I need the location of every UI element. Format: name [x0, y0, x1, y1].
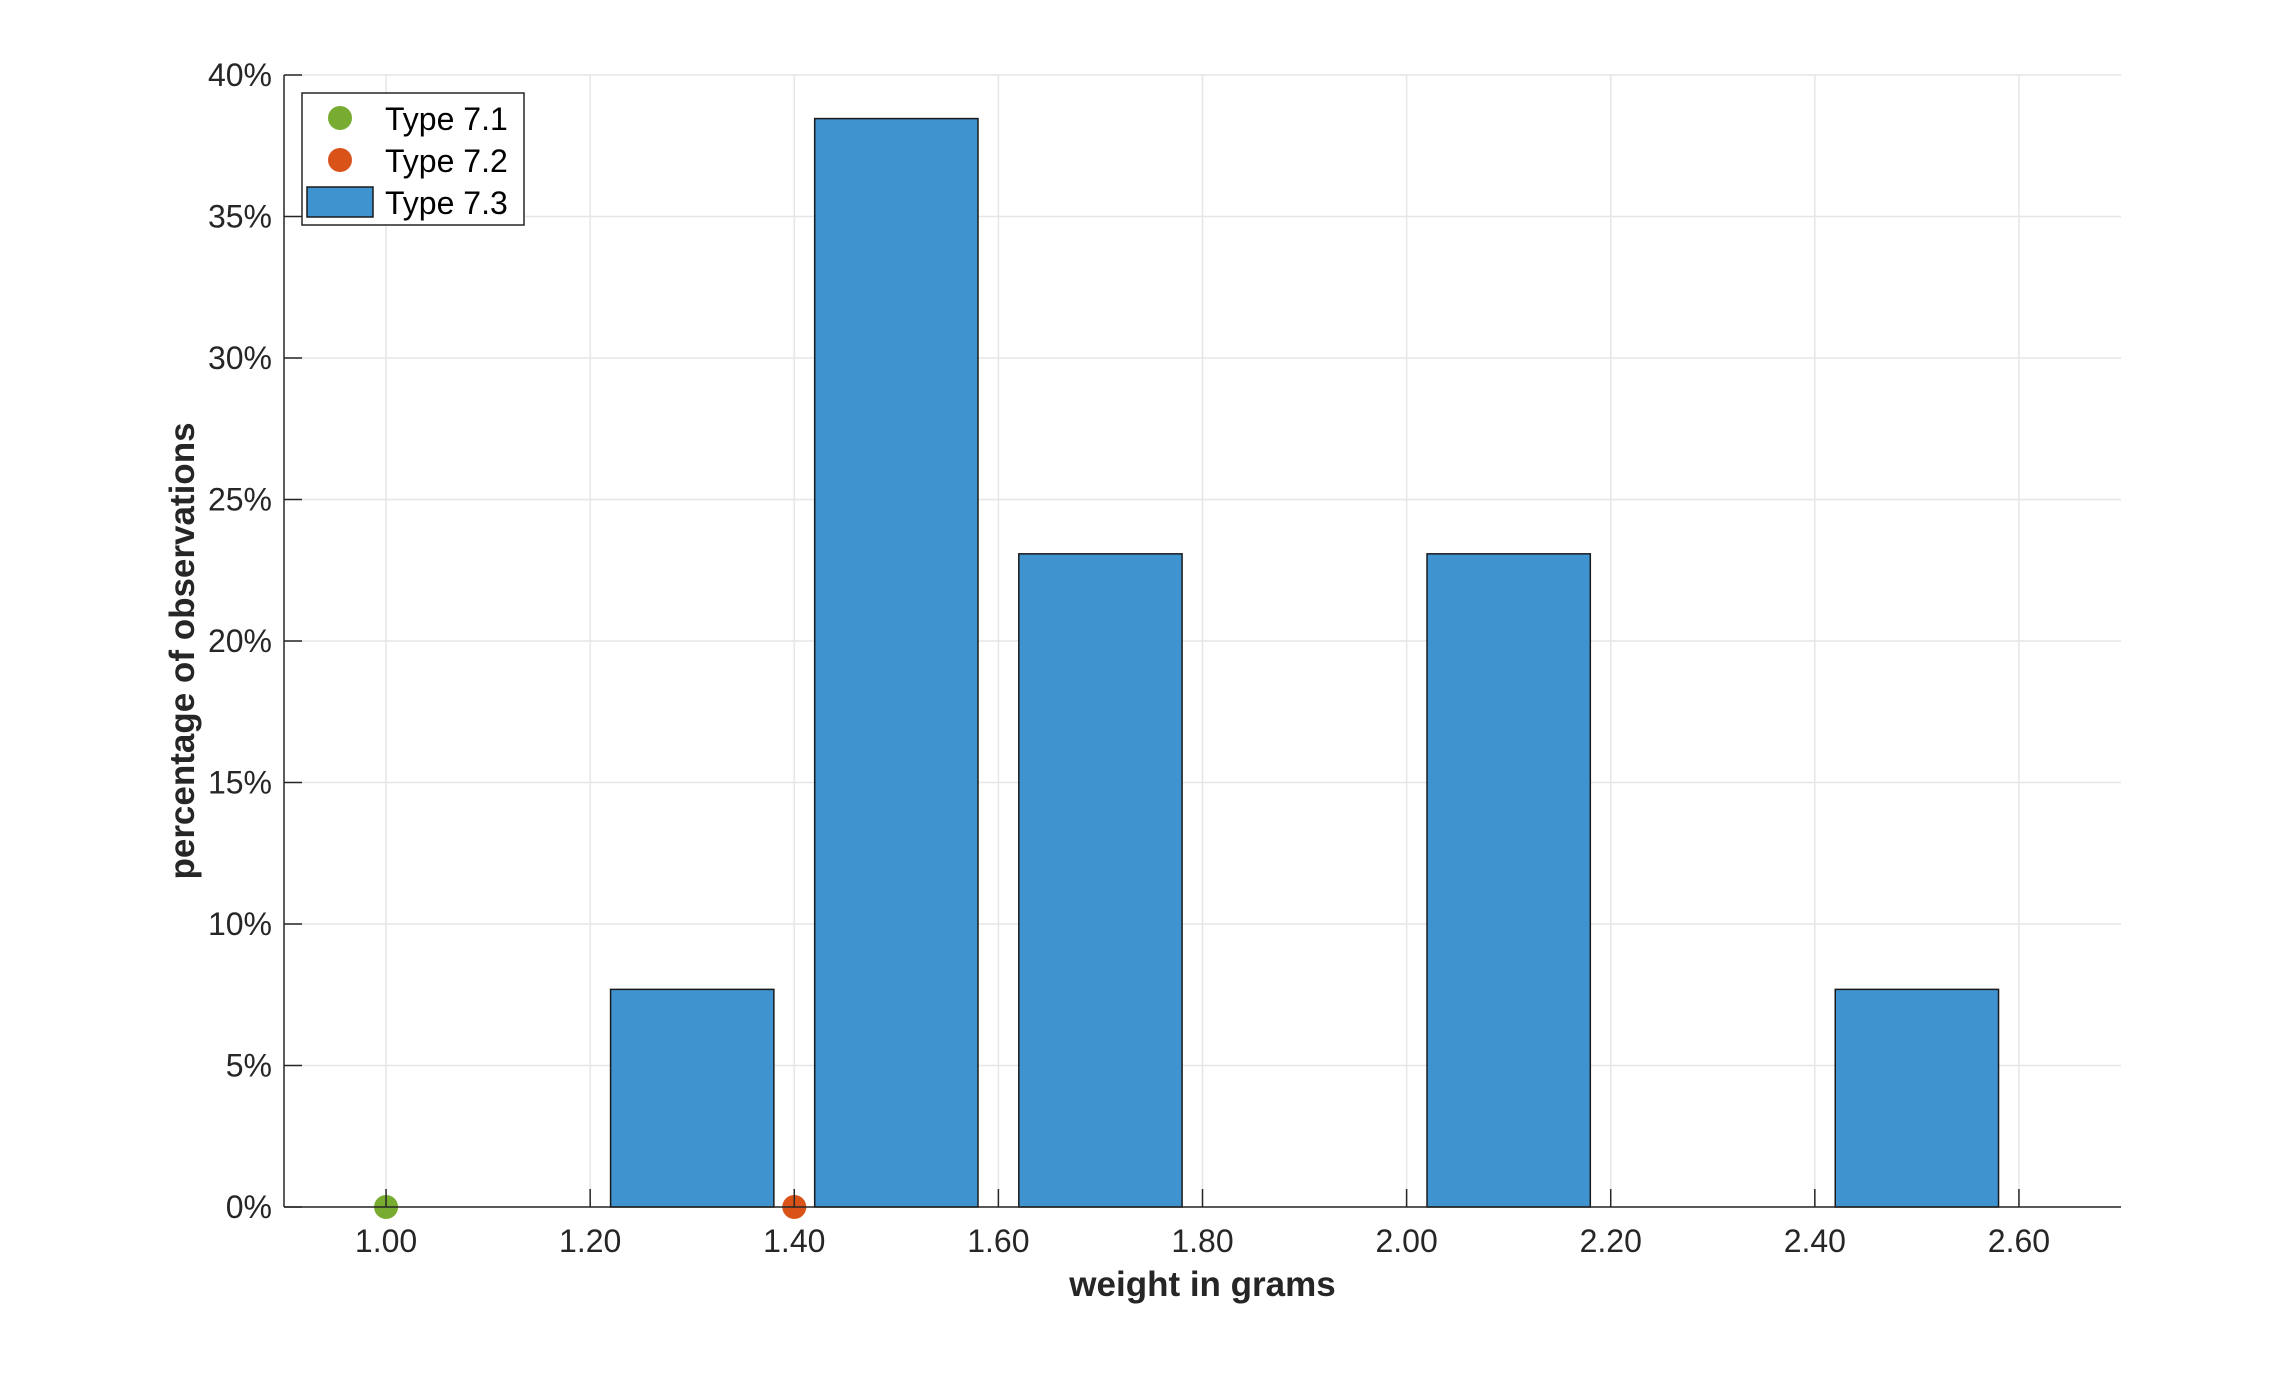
bar-series: [609, 117, 2000, 1208]
y-tick-label: 20%: [208, 623, 272, 659]
histogram-bar: [1018, 553, 1183, 1208]
x-tick-label: 1.80: [1171, 1223, 1233, 1259]
y-tick-label: 40%: [208, 57, 272, 93]
x-tick-label: 1.20: [559, 1223, 621, 1259]
y-tick-label: 15%: [208, 765, 272, 801]
y-axis-ticks: 0% 5% 10% 15% 20% 25% 30% 35% 40%: [208, 57, 302, 1225]
legend-marker: [328, 148, 352, 172]
y-tick-label: 0%: [226, 1189, 272, 1225]
legend: Type 7.1 Type 7.2 Type 7.3: [301, 92, 525, 226]
y-tick-label: 10%: [208, 906, 272, 942]
histogram-bar: [1834, 988, 2000, 1208]
legend-label: Type 7.2: [385, 143, 508, 179]
x-tick-label: 1.00: [355, 1223, 417, 1259]
grid-lines: [284, 74, 2121, 1208]
legend-label: Type 7.3: [385, 185, 508, 221]
x-tick-label: 1.40: [763, 1223, 825, 1259]
x-axis-ticks: 1.00 1.20 1.40 1.60 1.80 2.00 2.20 2.40 2.60: [355, 1189, 2050, 1259]
x-tick-label: 2.60: [1988, 1223, 2050, 1259]
x-tick-label: 1.60: [967, 1223, 1029, 1259]
y-tick-label: 25%: [208, 482, 272, 518]
x-axis-label: weight in grams: [1068, 1265, 1335, 1304]
x-tick-label: 2.40: [1784, 1223, 1846, 1259]
legend-swatch: [306, 186, 374, 218]
histogram-bar: [609, 988, 775, 1208]
histogram-bar: [813, 117, 979, 1208]
y-tick-label: 5%: [226, 1048, 272, 1084]
y-tick-label: 30%: [208, 340, 272, 376]
y-tick-label: 35%: [208, 199, 272, 235]
histogram-bar: [1426, 553, 1592, 1208]
y-axis-label: percentage of observations: [163, 422, 202, 879]
x-tick-label: 2.00: [1375, 1223, 1437, 1259]
legend-label: Type 7.1: [385, 101, 508, 137]
legend-marker: [328, 106, 352, 130]
x-tick-label: 2.20: [1580, 1223, 1642, 1259]
